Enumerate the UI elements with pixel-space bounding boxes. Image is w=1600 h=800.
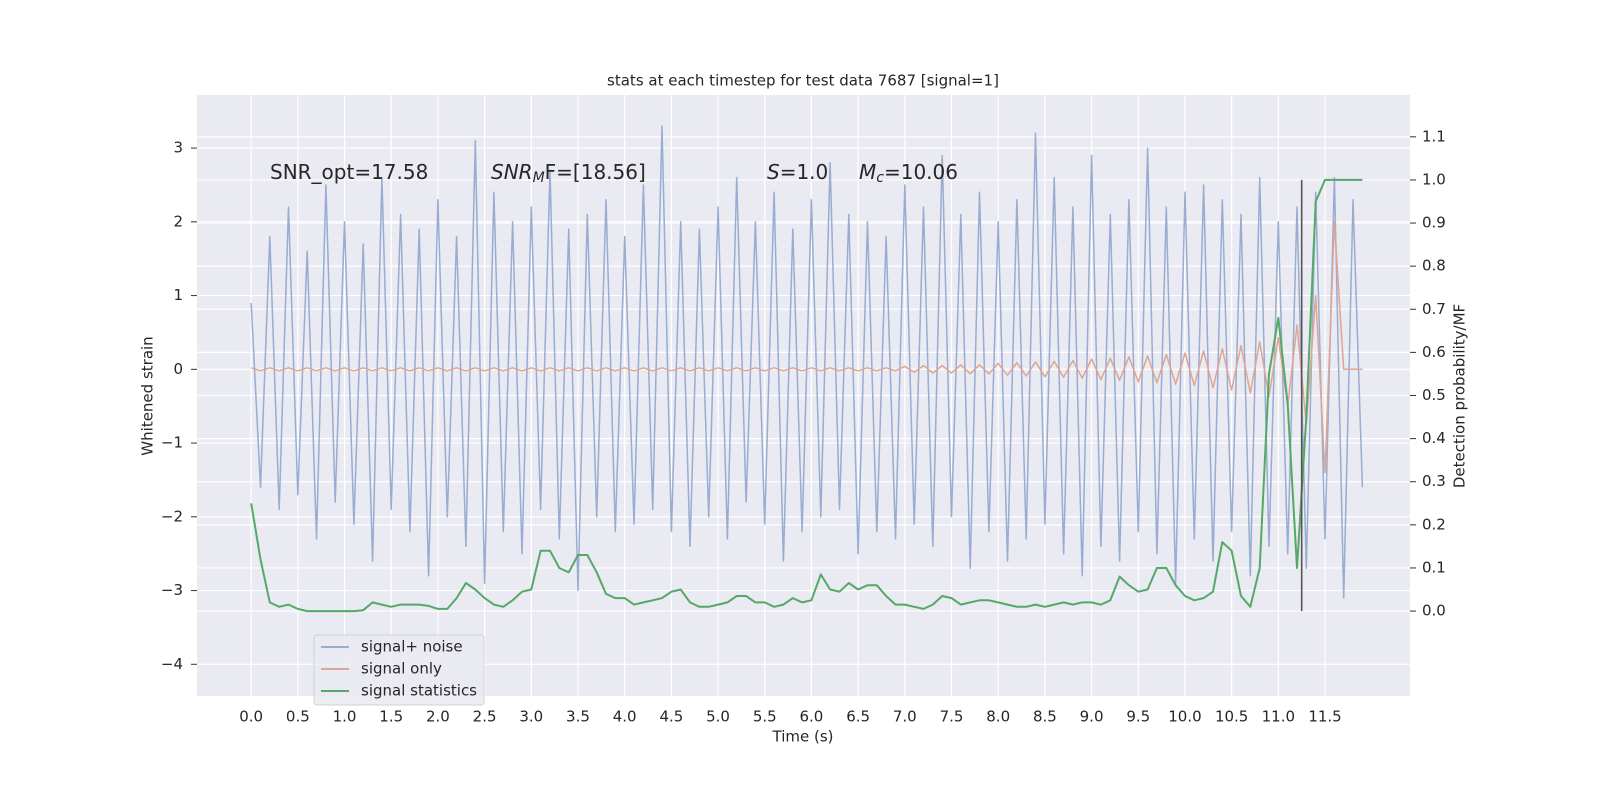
x-tick-label: 2.0	[426, 708, 450, 726]
y2-tick-label: 0.7	[1422, 300, 1446, 318]
x-tick-label: 8.5	[1033, 708, 1057, 726]
series-line	[250, 125, 1364, 599]
y2-tick-label: 0.8	[1422, 257, 1446, 275]
series-line	[250, 178, 1363, 613]
y2-tick-label: 0.0	[1422, 602, 1446, 620]
y-tick-label: −3	[161, 581, 183, 599]
x-tick-label: 9.5	[1126, 708, 1150, 726]
annotation-base: SNR	[491, 160, 533, 184]
legend-box	[313, 634, 485, 706]
x-tick-label: 4.0	[613, 708, 637, 726]
x-tick-label: 1.0	[333, 708, 357, 726]
x-tick-label: 9.0	[1080, 708, 1104, 726]
x-tick-label: 6.5	[846, 708, 870, 726]
legend-label: signal only	[361, 660, 442, 678]
x-tick-label: 8.0	[986, 708, 1010, 726]
x-tick-label: 11.5	[1308, 708, 1341, 726]
annotation-base: S	[767, 160, 780, 184]
y2-tick-label: 0.5	[1422, 386, 1446, 404]
x-tick-label: 3.5	[566, 708, 590, 726]
annotation-sub: M	[533, 170, 545, 186]
y-tick-label: −2	[161, 507, 183, 525]
x-tick-label: 6.0	[800, 708, 824, 726]
x-tick-label: 3.0	[519, 708, 543, 726]
x-tick-label: 5.5	[753, 708, 777, 726]
x-tick-label: 0.0	[239, 708, 263, 726]
annotation-rest: =1.0	[780, 160, 829, 184]
y2-tick-label: 1.1	[1422, 127, 1446, 145]
annotation-sub: c	[876, 170, 884, 186]
x-tick-label: 2.5	[473, 708, 497, 726]
x-tick-label: 10.0	[1168, 708, 1201, 726]
annotation-rest: =10.06	[884, 160, 958, 184]
annotation-rest: F=[18.56]	[545, 160, 646, 184]
annotation: SNRMF=[18.56]	[491, 160, 646, 187]
y2-tick-label: 0.2	[1422, 515, 1446, 533]
x-tick-label: 7.5	[940, 708, 964, 726]
legend-label: signal+ noise	[361, 638, 463, 656]
x-tick-label: 0.5	[286, 708, 310, 726]
x-tick-label: 7.0	[893, 708, 917, 726]
y-tick-label: 2	[173, 212, 183, 230]
x-tick-label: 11.0	[1262, 708, 1295, 726]
y2-tick-label: 0.1	[1422, 558, 1446, 576]
legend-label: signal statistics	[361, 682, 477, 700]
y2-tick-label: 0.3	[1422, 472, 1446, 490]
x-tick-label: 5.0	[706, 708, 730, 726]
x-axis-label: Time (s)	[772, 728, 834, 746]
annotation: SNR_opt=17.58	[270, 160, 428, 184]
y-tick-label: −4	[161, 655, 183, 673]
y2-tick-label: 0.9	[1422, 214, 1446, 232]
y2-tick-label: 1.0	[1422, 170, 1446, 188]
annotation: S=1.0	[767, 160, 828, 184]
x-tick-label: 10.5	[1215, 708, 1248, 726]
x-tick-label: 1.5	[379, 708, 403, 726]
y-tick-label: −1	[161, 434, 183, 452]
y2-tick-label: 0.6	[1422, 343, 1446, 361]
chart-title: stats at each timestep for test data 768…	[607, 72, 999, 90]
y2-tick-label: 0.4	[1422, 429, 1446, 447]
x-tick-label: 4.5	[659, 708, 683, 726]
annotation: Mc=10.06	[859, 160, 958, 187]
y-tick-label: 1	[173, 286, 183, 304]
series-line	[250, 221, 1363, 474]
y-tick-label: 0	[173, 360, 183, 378]
y-tick-label: 3	[173, 139, 183, 157]
annotation-base: M	[859, 160, 876, 184]
y2-axis-label: Detection probability/MF	[1451, 304, 1469, 488]
annotation-base: SNR_opt=17.58	[270, 160, 428, 184]
y-axis-label: Whitened strain	[139, 336, 157, 455]
